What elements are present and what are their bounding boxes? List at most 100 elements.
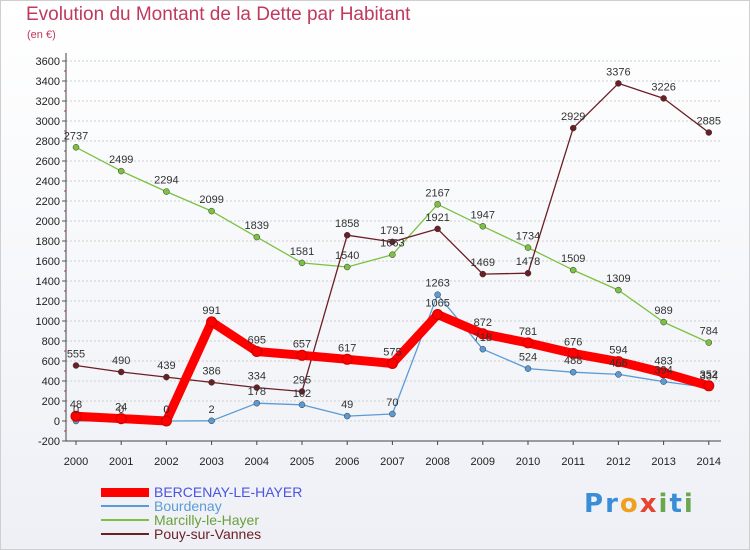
data-point: [341, 353, 353, 365]
data-point: [660, 318, 667, 326]
data-point: [163, 188, 170, 195]
data-label: 1791: [380, 225, 404, 237]
data-label: 1734: [516, 231, 540, 243]
y-tick-label: 1800: [36, 236, 60, 248]
x-tick-label: 2001: [109, 456, 133, 468]
data-point: [705, 339, 713, 346]
legend-swatch: [101, 505, 149, 507]
legend-swatch: [101, 487, 149, 497]
data-point: [569, 266, 577, 274]
data-label: 1509: [561, 253, 585, 265]
data-label: 2885: [697, 116, 721, 128]
data-point: [615, 371, 622, 378]
data-label: 2294: [154, 175, 178, 187]
x-tick-label: 2002: [154, 456, 178, 468]
data-point: [296, 349, 308, 361]
y-tick-label: 2800: [36, 136, 60, 148]
x-tick-label: 2010: [516, 456, 540, 468]
data-label: 70: [386, 397, 398, 409]
data-label: 2167: [425, 187, 449, 199]
y-tick-label: -200: [38, 436, 60, 448]
data-point: [434, 291, 441, 298]
data-label: 178: [248, 386, 266, 398]
data-point: [479, 270, 487, 278]
legend-label: Bourdenay: [154, 498, 222, 514]
data-point: [72, 144, 80, 151]
data-label: 524: [519, 352, 537, 364]
y-tick-label: 1400: [36, 276, 60, 288]
data-point: [117, 167, 125, 175]
data-label: 575: [383, 347, 401, 359]
data-label: 1309: [606, 273, 630, 285]
x-tick-label: 2003: [199, 456, 223, 468]
data-label: 1478: [516, 256, 540, 268]
y-tick-label: 2000: [36, 216, 60, 228]
data-point: [477, 328, 489, 340]
y-tick-label: 600: [42, 356, 60, 368]
data-point: [615, 80, 622, 87]
y-tick-label: 2200: [36, 196, 60, 208]
data-point: [208, 207, 215, 215]
x-tick-label: 2004: [245, 456, 269, 468]
data-label: 386: [202, 365, 220, 377]
data-point: [524, 244, 532, 251]
y-tick-label: 3000: [36, 116, 60, 128]
data-point: [524, 365, 532, 372]
legend-swatch: [101, 533, 149, 535]
data-point: [479, 223, 487, 230]
data-label: 718: [474, 332, 492, 344]
y-tick-label: 2400: [36, 176, 60, 188]
legend-label: BERCENAY-LE-HAYER: [154, 484, 303, 500]
data-point: [434, 201, 441, 208]
logo-letter: i: [658, 489, 670, 519]
x-tick-label: 2008: [425, 456, 449, 468]
legend-label: Pouy-sur-Vannes: [154, 526, 262, 542]
data-point: [615, 286, 622, 294]
legend-label: Marcilly-le-Hayer: [154, 512, 260, 528]
data-point: [208, 379, 215, 386]
logo-letter: o: [619, 489, 640, 519]
data-point: [160, 415, 172, 427]
y-tick-label: 3200: [36, 96, 60, 108]
data-label: 1581: [290, 246, 314, 258]
y-tick-label: 3400: [36, 76, 60, 88]
proxiti-logo: Proxiti: [584, 489, 695, 519]
legend-swatch: [101, 519, 149, 521]
data-label: 483: [654, 356, 672, 368]
data-label: 617: [338, 342, 356, 354]
data-point: [569, 124, 577, 132]
x-tick-label: 2009: [471, 456, 495, 468]
data-label: 48: [70, 399, 82, 411]
data-label: 490: [112, 355, 130, 367]
data-point: [703, 380, 715, 392]
y-tick-label: 1600: [36, 256, 60, 268]
data-point: [253, 384, 261, 391]
y-tick-label: 400: [42, 376, 60, 388]
data-point: [72, 362, 80, 369]
data-label: 781: [519, 326, 537, 338]
data-label: 3226: [651, 81, 675, 93]
data-label: 657: [293, 338, 311, 350]
data-label: 3376: [606, 66, 630, 78]
x-tick-label: 2006: [335, 456, 359, 468]
data-label: 1663: [380, 238, 404, 250]
data-label: 872: [474, 317, 492, 329]
data-label: 488: [564, 355, 582, 367]
data-point: [389, 251, 396, 258]
data-point: [389, 238, 396, 246]
y-tick-label: 200: [42, 396, 60, 408]
data-label: 2499: [109, 154, 133, 166]
logo-letter: i: [683, 489, 695, 519]
data-point: [660, 95, 667, 102]
x-tick-label: 2014: [697, 456, 721, 468]
data-label: 49: [341, 399, 353, 411]
data-point: [567, 347, 579, 359]
data-label: 1540: [335, 250, 359, 262]
data-point: [253, 399, 261, 407]
data-point: [386, 358, 398, 369]
data-label: 1858: [335, 218, 359, 230]
data-point: [705, 129, 713, 136]
data-point: [389, 410, 396, 418]
data-label: 352: [700, 369, 718, 381]
